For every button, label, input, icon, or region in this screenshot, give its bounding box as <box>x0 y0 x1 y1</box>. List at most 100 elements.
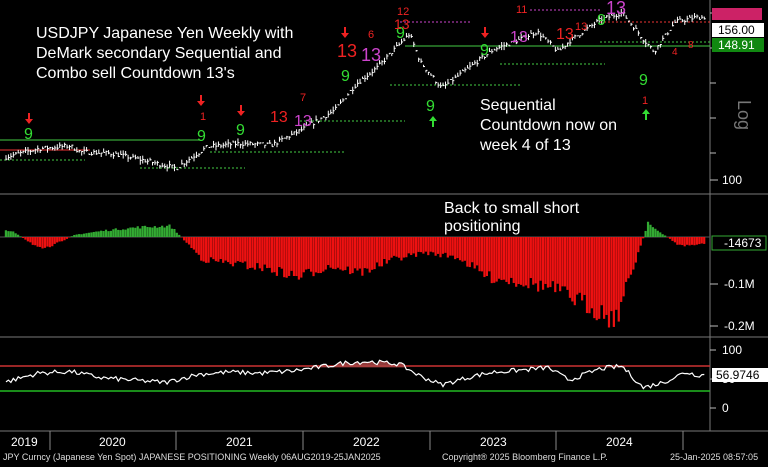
positioning-bar <box>473 237 476 269</box>
positioning-bar <box>95 231 98 237</box>
positioning-bar <box>529 237 532 279</box>
td-label: 9 <box>396 25 405 42</box>
positioning-bar <box>156 227 159 237</box>
positioning-bar <box>12 231 15 237</box>
td-label: 7 <box>300 92 306 104</box>
positioning-bar <box>363 237 366 269</box>
positioning-bar <box>195 237 198 253</box>
positioning-bar <box>395 237 398 257</box>
positioning-bar <box>109 230 112 237</box>
positioning-bar <box>134 227 137 237</box>
support-price-tag <box>712 38 764 52</box>
sell-arrow-icon <box>341 27 349 38</box>
x-tick-label: 2022 <box>353 435 380 449</box>
positioning-bar <box>483 237 486 278</box>
positioning-bar <box>229 237 232 265</box>
positioning-bar <box>361 237 364 276</box>
positioning-bar <box>695 237 698 245</box>
positioning-bar <box>461 237 464 262</box>
positioning-bar <box>82 233 86 237</box>
td-label: 13 <box>394 16 410 32</box>
positioning-bar <box>285 237 288 278</box>
positioning-bar <box>546 237 550 288</box>
positioning-bar <box>512 237 515 283</box>
positioning-bar <box>634 237 637 263</box>
positioning-bar <box>53 237 56 244</box>
last-price-tag <box>712 23 764 37</box>
positioning-bar <box>590 237 593 309</box>
positioning-bar <box>197 237 200 255</box>
positioning-bar <box>385 237 388 264</box>
positioning-bar <box>402 237 405 258</box>
positioning-bar <box>192 237 196 250</box>
positioning-bar <box>214 237 217 262</box>
positioning-bar <box>97 231 100 237</box>
positioning-bars <box>4 221 706 328</box>
positioning-bar <box>183 237 186 241</box>
positioning-bar <box>519 237 523 285</box>
positioning-bar <box>80 234 83 237</box>
td-label: 9 <box>341 68 350 85</box>
positioning-bar <box>690 237 694 245</box>
positioning-bar <box>600 237 603 306</box>
positioning-bar <box>654 228 657 237</box>
positioning-bar <box>19 236 22 237</box>
positioning-bar <box>280 237 283 269</box>
td-label: 9 <box>597 12 606 29</box>
positioning-bar <box>373 237 376 270</box>
positioning-bar <box>117 229 120 237</box>
sell-arrow-icon <box>197 95 205 106</box>
positioning-bar <box>241 237 244 263</box>
positioning-bar <box>209 237 213 258</box>
positioning-bar <box>676 237 679 245</box>
positioning-bar <box>43 237 47 248</box>
positioning-bar <box>498 237 501 279</box>
positioning-bar <box>41 237 44 249</box>
positioning-bar <box>549 237 552 288</box>
td-label: 1 <box>642 95 648 107</box>
positioning-bar <box>58 237 61 242</box>
positioning-bar <box>561 237 564 287</box>
positioning-bar <box>537 237 540 292</box>
positioning-tick-label: -0.2M <box>724 319 755 333</box>
positioning-bar <box>187 237 191 245</box>
positioning-bar <box>175 232 178 237</box>
positioning-bar <box>114 228 117 237</box>
positioning-bar <box>346 237 349 267</box>
sell-arrow-icon <box>481 27 489 38</box>
positioning-bar <box>141 226 144 237</box>
positioning-bar <box>224 237 227 261</box>
positioning-bar <box>424 237 427 252</box>
positioning-bar <box>124 229 127 237</box>
positioning-bar <box>314 237 318 273</box>
positioning-bar <box>78 234 81 237</box>
positioning-bar <box>119 230 122 237</box>
positioning-bar <box>485 237 488 277</box>
x-tick-label: 2020 <box>99 435 126 449</box>
positioning-bar <box>85 233 88 237</box>
positioning-bar <box>573 237 576 306</box>
rsi-overbought-fill <box>6 360 705 368</box>
positioning-bar <box>261 237 264 272</box>
td-label: 6 <box>368 29 374 41</box>
positioning-bar <box>666 237 669 238</box>
positioning-bar <box>551 237 554 282</box>
positioning-bar <box>615 237 618 310</box>
positioning-bar <box>29 237 32 243</box>
positioning-bar <box>317 237 320 274</box>
positioning-bar <box>639 237 642 246</box>
positioning-bar <box>622 237 625 297</box>
last-price-tag-bg <box>712 8 762 20</box>
positioning-bar <box>598 237 601 319</box>
tdst-support-lines <box>0 41 710 169</box>
positioning-bar <box>60 237 64 242</box>
positioning-bar <box>624 237 628 282</box>
positioning-bar <box>4 230 7 237</box>
positioning-bar <box>476 237 479 266</box>
positioning-bar <box>331 237 335 269</box>
positioning-bar <box>353 237 357 269</box>
setup-arrows <box>25 27 650 127</box>
positioning-bar <box>544 237 547 284</box>
positioning-bar <box>397 237 401 258</box>
demark-labels: 9 1 9 9 13 7 13 9 13 13 6 9 12 13 9 9 11… <box>24 0 694 145</box>
